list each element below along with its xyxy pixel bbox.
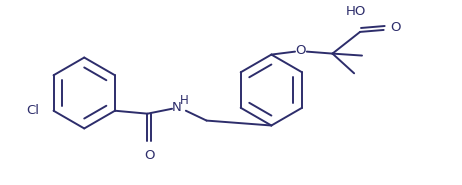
Text: HO: HO <box>346 5 366 18</box>
Text: N: N <box>172 101 182 114</box>
Text: O: O <box>296 44 306 57</box>
Text: Cl: Cl <box>27 104 40 117</box>
Text: O: O <box>390 21 401 34</box>
Text: O: O <box>144 149 155 162</box>
Text: H: H <box>180 94 188 107</box>
